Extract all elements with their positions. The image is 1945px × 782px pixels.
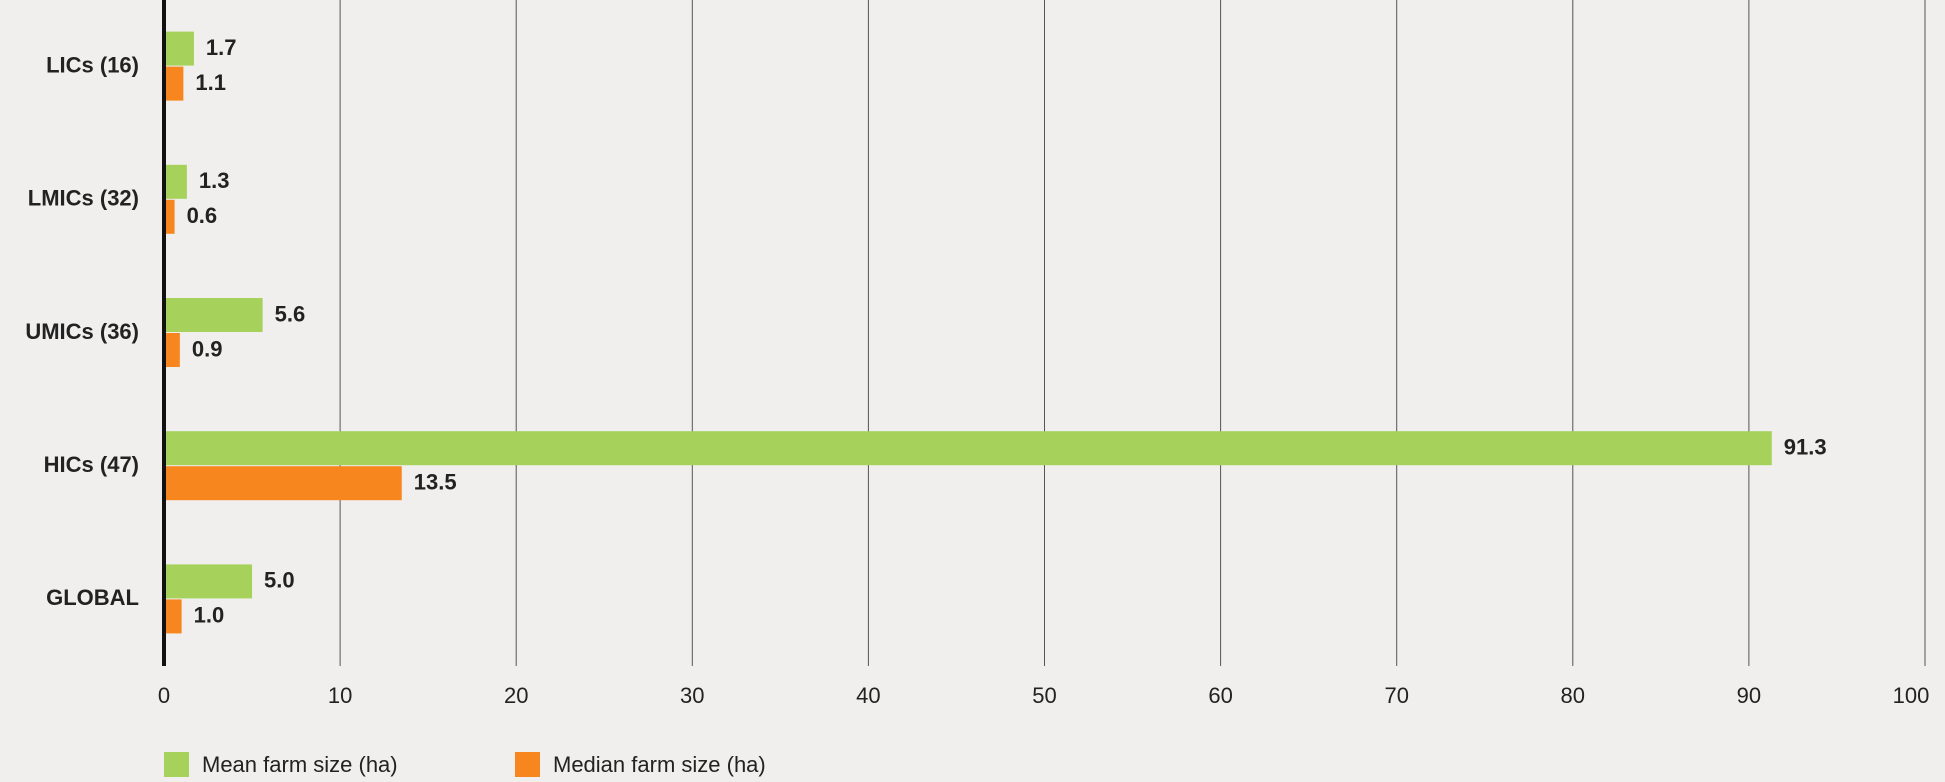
x-tick-label: 80 [1561,683,1585,708]
value-label: 1.0 [194,603,225,628]
x-tick-label: 50 [1032,683,1056,708]
y-tick-label: GLOBAL [46,585,139,610]
legend-swatch [164,752,189,777]
x-tick-label: 0 [158,683,170,708]
x-tick-label: 20 [504,683,528,708]
legend-label: Median farm size (ha) [553,752,766,777]
value-label: 1.3 [199,168,230,193]
bar [164,564,253,599]
bar [164,164,187,199]
legend-swatch [515,752,540,777]
x-tick-label: 40 [856,683,880,708]
value-label: 5.0 [264,568,295,593]
y-tick-label: UMICs (36) [25,319,139,344]
x-tick-label: 30 [680,683,704,708]
bar [164,599,182,634]
value-label: 1.1 [195,70,226,95]
bar [164,199,175,234]
legend-label: Mean farm size (ha) [202,752,398,777]
x-tick-label: 10 [328,683,352,708]
value-label: 0.9 [192,336,223,361]
value-label: 13.5 [414,470,457,495]
x-tick-label: 100 [1893,683,1930,708]
value-label: 0.6 [187,203,218,228]
x-tick-label: 60 [1208,683,1232,708]
y-tick-label: HICs (47) [44,452,139,477]
x-tick-label: 90 [1737,683,1761,708]
y-tick-label: LICs (16) [46,52,139,77]
x-tick-label: 70 [1384,683,1408,708]
value-label: 5.6 [275,301,306,326]
bar [164,66,184,101]
bar [164,431,1772,466]
y-tick-label: LMICs (32) [28,186,139,211]
bar [164,298,263,332]
bar [164,31,194,66]
value-label: 1.7 [206,35,237,60]
value-label: 91.3 [1784,435,1827,460]
bar [164,333,180,367]
bar [164,466,402,501]
